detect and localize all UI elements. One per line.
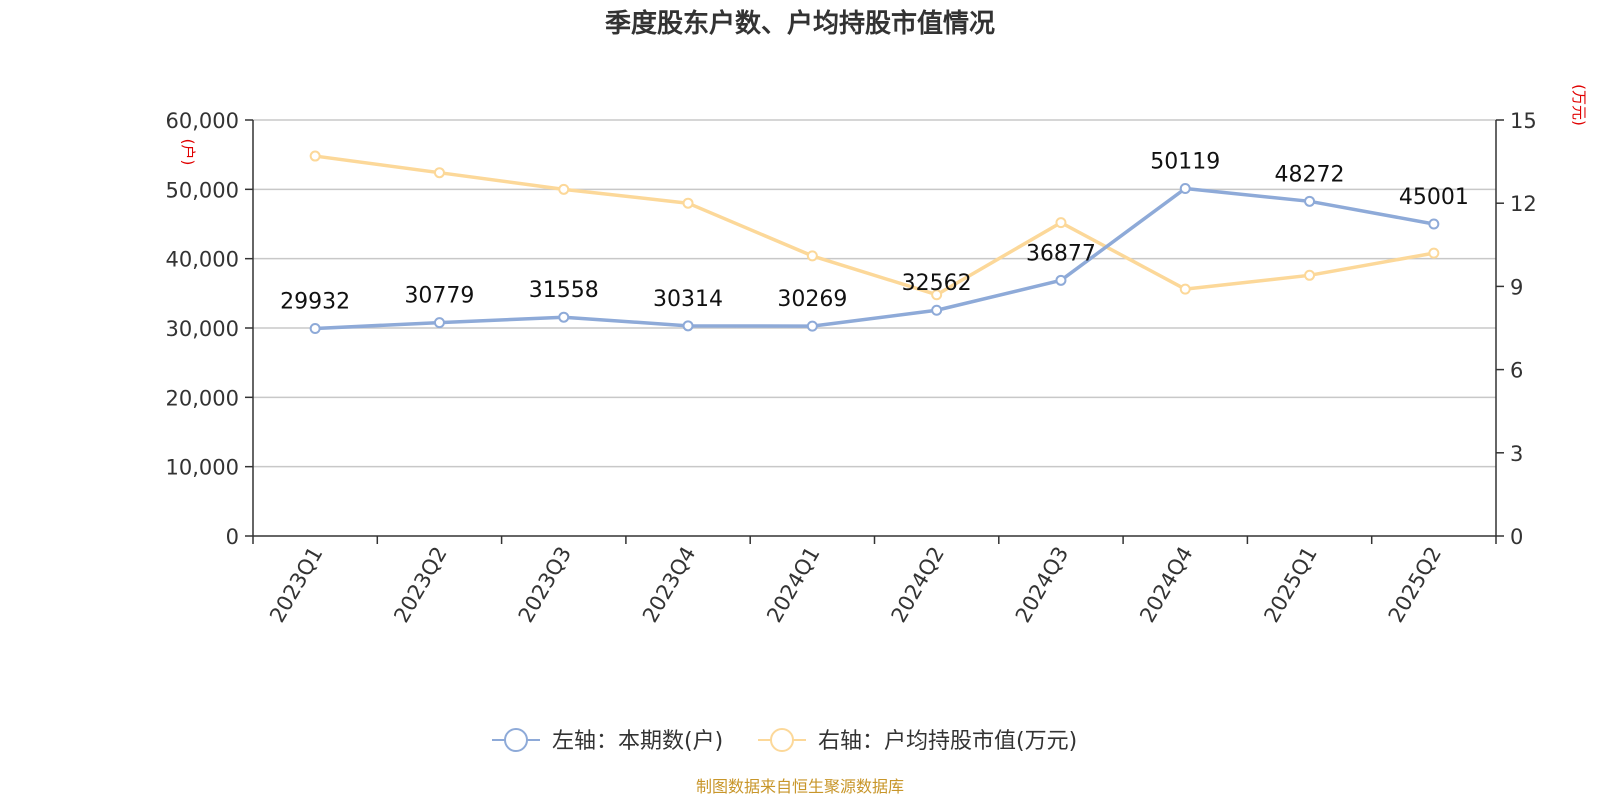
data-point-right (1304, 269, 1316, 281)
right-tick-label: 3 (1510, 442, 1523, 466)
chart-title: 季度股东户数、户均持股市值情况 (605, 8, 995, 39)
left-tick-label: 0 (226, 525, 239, 549)
data-point-left (806, 320, 818, 332)
data-point-left (931, 304, 943, 316)
data-point-left (1304, 195, 1316, 207)
left-tick-label: 50,000 (166, 178, 239, 202)
x-ticks: 2023Q1 2023Q2 2023Q3 2023Q4 2024Q1 2024Q2 2024… (252, 536, 1497, 627)
data-label: 36877 (1026, 241, 1096, 266)
grid-lines (253, 119, 1496, 468)
left-tick-label: 10,000 (166, 456, 239, 480)
data-point-left (1428, 218, 1440, 230)
data-label: 50119 (1150, 150, 1220, 175)
x-tick-label: 2023Q4 (638, 543, 700, 627)
data-point-right (433, 167, 445, 179)
legend-item-right[interactable]: 右轴：户均持股市值(万元) (758, 728, 1077, 754)
left-tick-label: 20,000 (166, 386, 239, 410)
data-point-right (558, 183, 570, 195)
x-tick-label: 2024Q4 (1135, 543, 1197, 627)
x-tick-label: 2024Q2 (887, 543, 949, 627)
data-label: 45001 (1399, 185, 1469, 210)
right-tick-label: 15 (1510, 109, 1537, 133)
data-label: 30269 (777, 287, 847, 312)
data-labels: 29932 30779 31558 30314 30269 32562 36877 50119… (280, 150, 1469, 315)
data-label: 32562 (902, 271, 972, 296)
legend-marker-right (770, 728, 794, 752)
series-line-right (314, 154, 1435, 297)
legend-marker-left (504, 728, 528, 752)
data-label: 48272 (1275, 162, 1345, 187)
data-point-left (682, 320, 694, 332)
data-point-right (931, 289, 943, 301)
x-tick-label: 2024Q3 (1011, 543, 1073, 627)
series-group (309, 150, 1440, 334)
source-note: 制图数据来自恒生聚源数据库 (696, 777, 904, 796)
right-axis-unit: (万元) (1570, 84, 1588, 126)
data-point-left (1055, 274, 1067, 286)
right-tick-label: 12 (1510, 192, 1537, 216)
left-y-ticks: 0 10,000 20,000 30,000 40,000 50,000 60,000 (166, 109, 253, 549)
data-label: 30779 (404, 284, 474, 309)
x-tick-label: 2023Q1 (265, 543, 327, 627)
left-axis-unit: (户) (179, 139, 197, 166)
data-point-right (1179, 283, 1191, 295)
data-label: 30314 (653, 287, 723, 312)
legend-label-left: 左轴：本期数(户) (552, 729, 723, 754)
data-point-right (682, 197, 694, 209)
left-tick-label: 40,000 (166, 248, 239, 272)
data-point-right (1428, 247, 1440, 259)
data-point-right (806, 250, 818, 262)
series-line-left (315, 186, 1435, 331)
data-point-left (558, 311, 570, 323)
right-tick-label: 0 (1510, 525, 1523, 549)
right-tick-label: 9 (1510, 275, 1523, 299)
data-label: 31558 (529, 278, 599, 303)
data-point-left (309, 322, 321, 334)
right-y-ticks: 0 3 6 9 12 15 (1496, 109, 1537, 549)
x-tick-label: 2025Q2 (1384, 543, 1446, 627)
legend-label-right: 右轴：户均持股市值(万元) (818, 729, 1077, 754)
x-tick-label: 2025Q1 (1259, 543, 1321, 627)
x-tick-label: 2023Q3 (514, 543, 576, 627)
legend: 左轴：本期数(户) 右轴：户均持股市值(万元) (492, 728, 1077, 754)
data-point-left (433, 317, 445, 329)
data-label: 29932 (280, 289, 350, 314)
x-tick-label: 2024Q1 (762, 543, 824, 627)
data-point-left (1179, 183, 1191, 195)
x-tick-label: 2023Q2 (389, 543, 451, 627)
data-point-right (1055, 217, 1067, 229)
data-point-right (309, 150, 321, 162)
right-tick-label: 6 (1510, 359, 1523, 383)
left-tick-label: 30,000 (166, 317, 239, 341)
legend-item-left[interactable]: 左轴：本期数(户) (492, 728, 723, 754)
left-tick-label: 60,000 (166, 109, 239, 133)
